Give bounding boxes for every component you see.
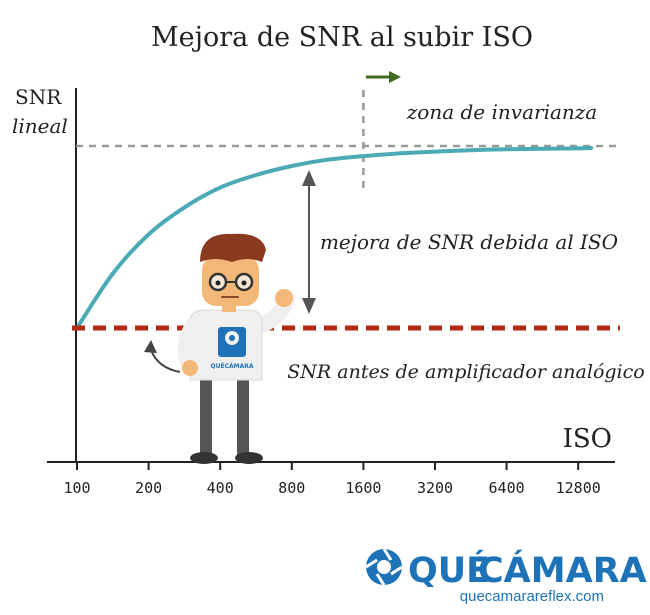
brand-name-camara: CÁMARA	[478, 549, 647, 591]
x-tick-label: 800	[278, 479, 305, 497]
y-axis-label-line2: lineal	[12, 114, 68, 138]
brand-logo: QUÉ CÁMARA quecamarareflex.com	[365, 548, 647, 605]
x-tick-label: 12800	[556, 479, 601, 497]
mascot-illustration: QUÉCÁMARA	[177, 233, 295, 464]
pointer-arrow	[144, 340, 181, 373]
x-tick-label: 200	[135, 479, 162, 497]
aperture-logo-icon	[365, 548, 403, 586]
shirt-logo-icon	[218, 327, 246, 357]
snr-curve	[75, 146, 594, 330]
x-axis-ticks: 100 200 400 800 1600 3200 6400 12800	[63, 462, 601, 497]
x-tick-label: 100	[63, 479, 90, 497]
y-axis-label-line1: SNR	[15, 85, 62, 109]
invariance-zone-arrow	[366, 71, 401, 83]
x-tick-label: 6400	[489, 479, 525, 497]
x-tick-label: 400	[207, 479, 234, 497]
brand-name-que: QUÉ	[408, 549, 490, 591]
chart-title: Mejora de SNR al subir ISO	[151, 22, 533, 53]
before-amplifier-label: SNR antes de amplificador analógico	[287, 361, 644, 383]
improvement-label: mejora de SNR debida al ISO	[320, 230, 618, 254]
x-axis-label: ISO	[563, 424, 612, 454]
shirt-logo-text: QUÉCÁMARA	[211, 362, 254, 370]
brand-url[interactable]: quecamarareflex.com	[460, 588, 604, 605]
improvement-double-arrow	[302, 170, 316, 314]
x-tick-label: 1600	[345, 479, 381, 497]
x-tick-label: 3200	[417, 479, 453, 497]
invariance-zone-label: zona de invarianza	[406, 100, 597, 124]
